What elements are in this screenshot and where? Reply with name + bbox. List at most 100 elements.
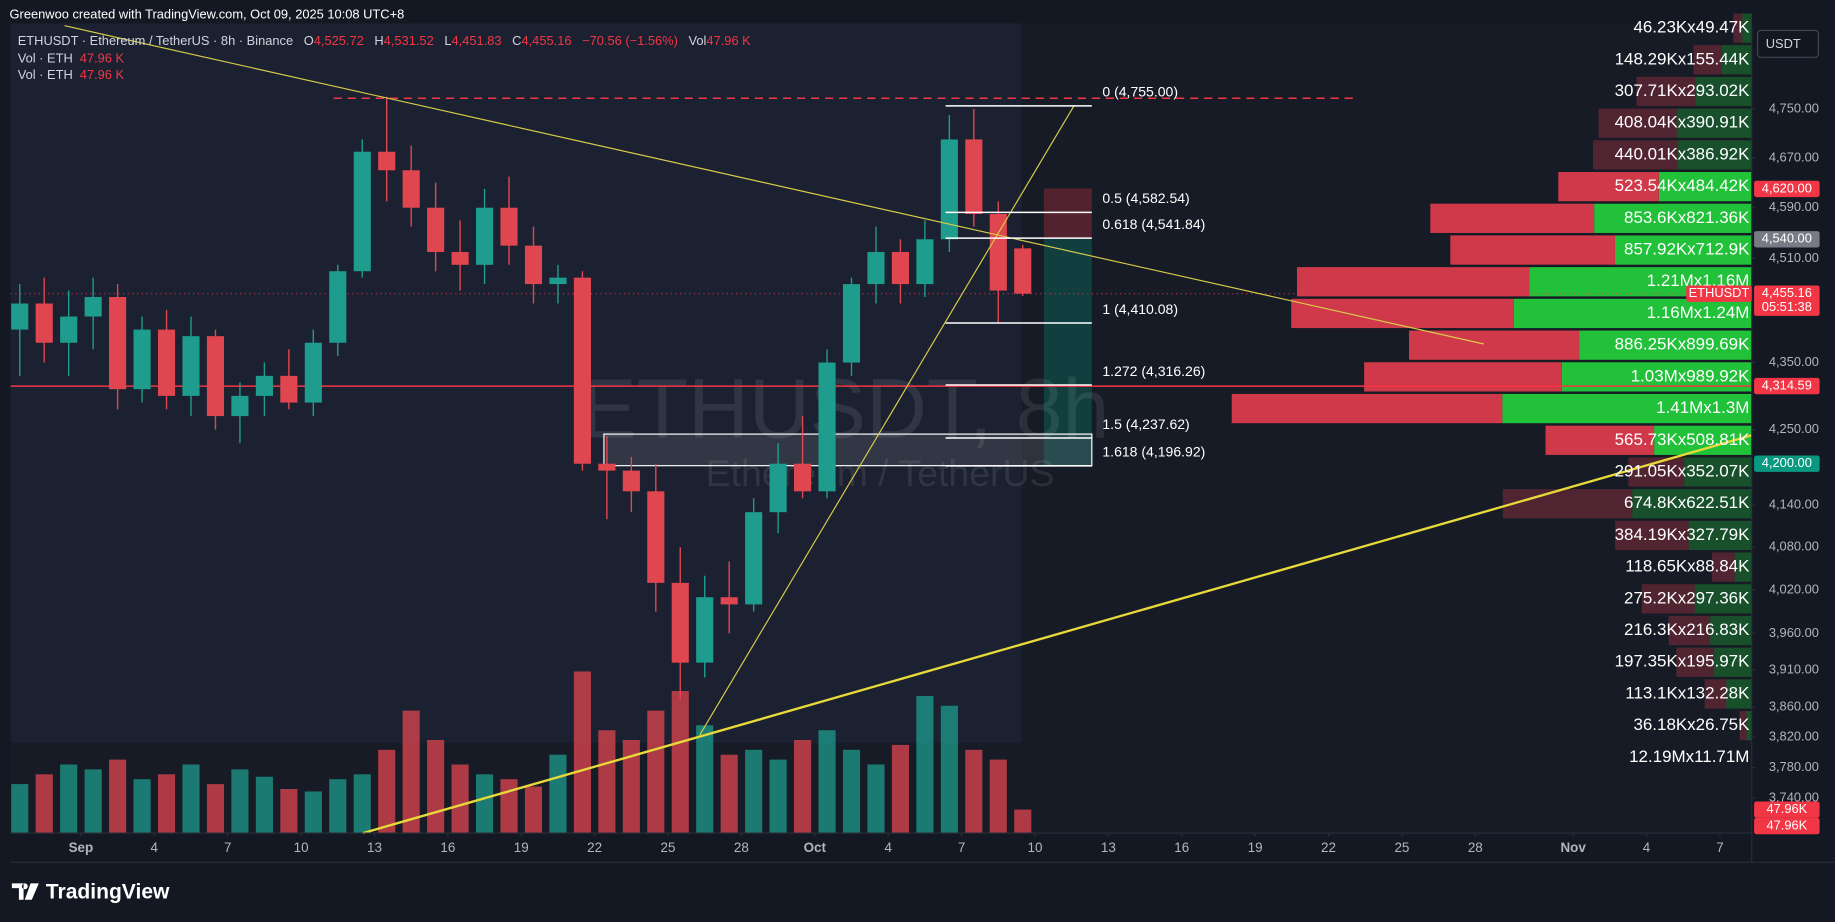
volume-bar: [427, 740, 445, 834]
brand-name[interactable]: TradingView: [46, 880, 170, 903]
profile-label: 408.04Kx390.91K: [1615, 113, 1750, 132]
brand-logo[interactable]: [11, 883, 39, 900]
profile-buy: [1688, 520, 1752, 551]
volume-bar: [549, 754, 567, 834]
volume-bar: [647, 710, 665, 834]
volume-bar: [84, 769, 102, 834]
profile-label: 113.1Kx132.28K: [1625, 683, 1750, 702]
profile-label: 886.25Kx899.69K: [1615, 335, 1750, 354]
price-tag-countdown: 05:51:38: [1762, 299, 1812, 314]
watermark-sub: Ethereum / TetherUS: [706, 452, 1055, 494]
price-tag: [1754, 285, 1820, 316]
volume-bar: [378, 749, 396, 834]
profile-sell: [1545, 425, 1655, 455]
volume-bar: [842, 749, 861, 834]
candle-body: [206, 336, 225, 417]
x-tick-label: 13: [367, 840, 382, 855]
volume-bar: [402, 710, 420, 834]
profile-sell: [1558, 171, 1659, 202]
brand[interactable]: TradingView: [11, 880, 170, 903]
candle-body: [769, 463, 787, 513]
volume-bar: [206, 784, 225, 834]
profile-buy: [1734, 552, 1752, 582]
currency-label[interactable]: USDT: [1766, 36, 1801, 51]
profile-buy: [1614, 235, 1752, 265]
candle-body: [475, 207, 494, 265]
profile-sell: [1598, 108, 1677, 138]
profile-total: 12.19Mx11.71M: [1629, 747, 1749, 766]
candle-body: [157, 329, 176, 396]
y-tick-label: 3,860.00: [1769, 699, 1819, 714]
price-tag-label: 4,314.59: [1762, 378, 1812, 393]
currency-button-box[interactable]: [1757, 29, 1820, 58]
volume-bar: [329, 779, 347, 834]
volume-bar: [989, 759, 1007, 834]
volume-bar: [255, 776, 273, 834]
volume-bar: [769, 759, 787, 834]
profile-sell: [1641, 584, 1695, 614]
profile-label: 307.71Kx293.02K: [1615, 81, 1750, 100]
volume-bar: [745, 749, 763, 834]
price-tag-label: 4,455.16: [1762, 285, 1812, 300]
y-tick-label: 4,250.00: [1769, 421, 1819, 436]
ohlc-value: 4,451.83: [452, 34, 502, 49]
currency-button[interactable]: USDT: [1757, 29, 1820, 58]
volume-bar: [500, 779, 518, 834]
fib-label: 0.5 (4,582.54): [1102, 190, 1189, 206]
price-tag: [1754, 377, 1820, 395]
profile-buy: [1710, 615, 1752, 646]
symbol-tag-label: ETHUSDT: [1689, 285, 1750, 300]
volume-bar: [573, 671, 591, 834]
y-tick-label: 4,020.00: [1769, 581, 1819, 596]
long-zone: [1043, 238, 1092, 466]
volume-value: 47.96 K: [706, 34, 751, 49]
candle-body: [842, 284, 861, 363]
candle-body: [720, 597, 738, 605]
profile-label: 118.65Kx88.84K: [1625, 557, 1750, 576]
volume-bar: [916, 695, 934, 834]
profile-sell: [1291, 298, 1514, 329]
candle-body: [671, 582, 689, 663]
ohlc-key: C: [512, 34, 521, 49]
volume-bar: [794, 740, 812, 834]
fib-label: 1.272 (4,316.26): [1102, 363, 1205, 379]
ohlc-value: 4,525.72: [314, 34, 364, 49]
profile-sell: [1364, 362, 1562, 392]
y-tick-label: 3,820.00: [1769, 729, 1819, 744]
y-tick-label: 4,590.00: [1769, 199, 1819, 214]
fib-label: 0 (4,755.00): [1102, 84, 1178, 100]
volume-bar: [133, 779, 151, 834]
x-tick-label: 16: [440, 840, 455, 855]
candle-body: [794, 463, 812, 492]
volume-bar: [35, 774, 53, 834]
volume-tag: [1754, 801, 1820, 818]
profile-sell: [1733, 13, 1743, 43]
volume-bar: [475, 774, 494, 834]
volume-bar: [720, 754, 738, 834]
profile-sell: [1636, 76, 1696, 107]
profile-label: 1.03Mx989.92K: [1631, 366, 1750, 385]
profile-buy: [1676, 108, 1752, 138]
profile-sell: [1593, 140, 1678, 170]
y-tick-label: 3,910.00: [1769, 661, 1819, 676]
profile-sell: [1668, 615, 1711, 646]
ohlc-value: 4,531.52: [384, 34, 434, 49]
candle-body: [745, 512, 763, 605]
profile-sell: [1450, 235, 1615, 265]
trend-line: [699, 105, 1075, 736]
volume-bar: [231, 769, 249, 834]
profile-label: 216.3Kx216.83K: [1624, 620, 1750, 639]
candle-body: [647, 491, 665, 583]
profile-label: 197.35Kx195.97K: [1615, 652, 1750, 671]
trend-line: [362, 434, 1753, 835]
x-tick-label: 28: [734, 840, 749, 855]
indicator-value: 47.96 K: [80, 67, 125, 82]
profile-label: 275.2Kx297.36K: [1624, 588, 1750, 607]
x-tick-label: 4: [1643, 840, 1651, 855]
profile-sell: [1502, 489, 1633, 519]
candle-body: [549, 277, 567, 285]
volume-tag-label: 47.96K: [1766, 817, 1807, 832]
profile-label: 46.23Kx49.47K: [1633, 18, 1750, 37]
y-tick-label: 3,960.00: [1769, 625, 1819, 640]
